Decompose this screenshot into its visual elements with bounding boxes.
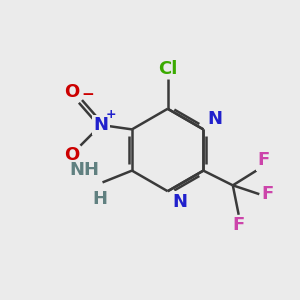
Text: F: F — [262, 185, 274, 203]
Text: N: N — [172, 193, 187, 211]
Text: O: O — [64, 82, 79, 100]
Text: −: − — [81, 87, 94, 102]
Text: F: F — [232, 216, 245, 234]
Text: F: F — [258, 151, 270, 169]
Text: +: + — [106, 108, 117, 121]
Text: O: O — [64, 146, 79, 164]
Text: NH: NH — [70, 161, 100, 179]
Text: N: N — [94, 116, 109, 134]
Text: Cl: Cl — [158, 60, 177, 78]
Text: H: H — [92, 190, 107, 208]
Text: N: N — [208, 110, 223, 128]
